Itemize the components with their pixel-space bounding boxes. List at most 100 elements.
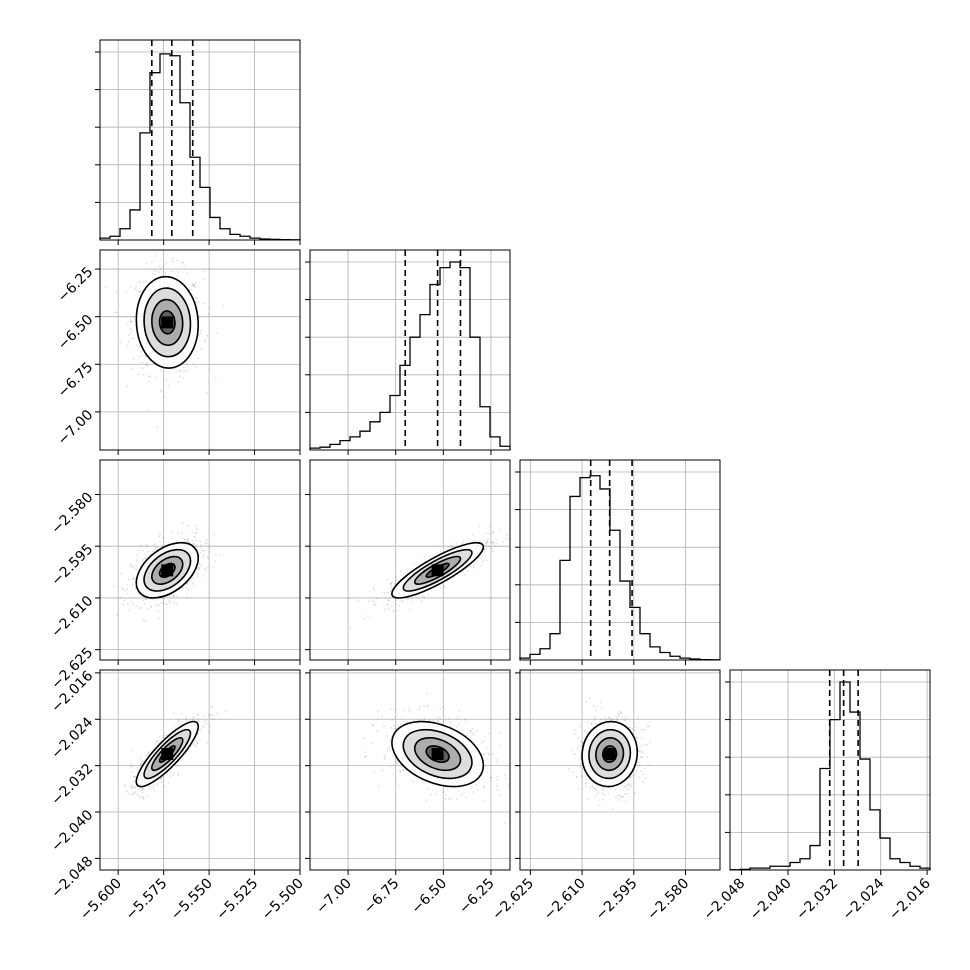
sample-point — [198, 568, 201, 571]
sample-point — [212, 718, 214, 720]
sample-point — [590, 722, 592, 725]
sample-point — [624, 715, 627, 718]
sample-point — [126, 323, 129, 326]
pair-panel-0-2 — [95, 459, 301, 665]
sample-point — [168, 594, 171, 597]
sample-point — [185, 718, 187, 721]
sample-point — [145, 543, 148, 546]
sample-point — [427, 704, 430, 707]
sample-point — [370, 742, 373, 744]
contour-line — [413, 737, 462, 772]
sample-point — [392, 773, 395, 776]
sample-point — [515, 762, 517, 764]
sample-point — [629, 726, 631, 728]
sample-point — [638, 749, 641, 752]
sample-point — [647, 763, 649, 766]
sample-point — [447, 546, 450, 548]
sample-point — [128, 334, 130, 337]
sample-point — [162, 785, 165, 788]
sample-point — [627, 787, 630, 790]
sample-point — [444, 586, 447, 589]
axes-frame — [99, 249, 301, 451]
sample-point — [152, 550, 154, 553]
sample-point — [115, 807, 118, 809]
sample-point — [408, 710, 411, 713]
sample-point — [177, 531, 180, 534]
sample-point — [402, 769, 405, 772]
sample-point — [395, 579, 398, 582]
sample-point — [142, 373, 145, 376]
sample-point — [141, 760, 144, 763]
sample-point — [127, 340, 130, 343]
sample-point — [196, 713, 199, 716]
sample-point — [140, 755, 143, 758]
sample-point — [363, 618, 366, 621]
sample-point — [186, 596, 188, 599]
sample-point — [185, 587, 188, 590]
sample-point — [132, 780, 135, 783]
y-tick-label: −6.50 — [55, 312, 97, 354]
sample-point — [199, 332, 202, 335]
sample-point — [463, 574, 466, 576]
sample-point — [172, 594, 175, 597]
sample-point — [132, 358, 135, 360]
sample-point — [186, 538, 189, 541]
sample-point — [158, 735, 161, 738]
sample-point — [208, 368, 211, 371]
sample-point — [383, 725, 385, 728]
sample-point — [383, 756, 386, 758]
sample-point — [595, 709, 598, 712]
sample-point — [153, 789, 156, 792]
sample-point — [115, 291, 118, 293]
sample-point — [205, 722, 208, 725]
sample-point — [576, 747, 579, 750]
sample-point — [481, 741, 484, 744]
sample-point — [134, 587, 137, 590]
sample-point — [640, 770, 643, 773]
sample-point — [608, 716, 611, 718]
sample-point — [511, 549, 513, 551]
sample-point — [171, 530, 174, 533]
sample-point — [445, 794, 448, 796]
sample-point — [485, 542, 487, 545]
contour-line — [158, 745, 176, 763]
sample-point — [615, 796, 617, 799]
sample-point — [504, 822, 506, 825]
y-tick-label: −6.75 — [55, 359, 97, 401]
sample-point — [617, 713, 620, 716]
sample-point — [144, 280, 147, 282]
sample-point — [208, 731, 211, 734]
sample-point — [461, 728, 464, 731]
sample-point — [589, 697, 591, 700]
sample-point — [180, 713, 183, 716]
sample-point — [643, 728, 646, 731]
sample-point — [483, 740, 486, 742]
sample-point — [410, 601, 412, 603]
contour-line — [402, 728, 473, 780]
axes-frame — [729, 669, 931, 871]
sample-point — [195, 739, 198, 742]
sample-point — [604, 718, 607, 721]
sample-point — [165, 262, 168, 264]
sample-point — [393, 609, 396, 611]
sample-point — [600, 707, 603, 710]
y-tick-label: −2.032 — [48, 761, 96, 809]
sample-point — [177, 772, 180, 775]
sample-point — [160, 781, 163, 784]
sample-point — [579, 756, 582, 758]
sample-point — [495, 779, 498, 782]
sample-point — [171, 257, 174, 260]
sample-point — [138, 291, 141, 294]
sample-point — [199, 540, 202, 543]
x-tick-label: −6.75 — [361, 876, 403, 918]
sample-point — [199, 329, 202, 332]
sample-point — [631, 727, 634, 730]
sample-point — [185, 719, 188, 722]
sample-point — [455, 542, 457, 545]
sample-point — [199, 552, 202, 555]
histogram-panel-2 — [515, 459, 721, 665]
density-peak — [161, 564, 174, 577]
sample-point — [405, 720, 408, 723]
sample-point — [132, 338, 135, 340]
sample-point — [154, 742, 157, 745]
